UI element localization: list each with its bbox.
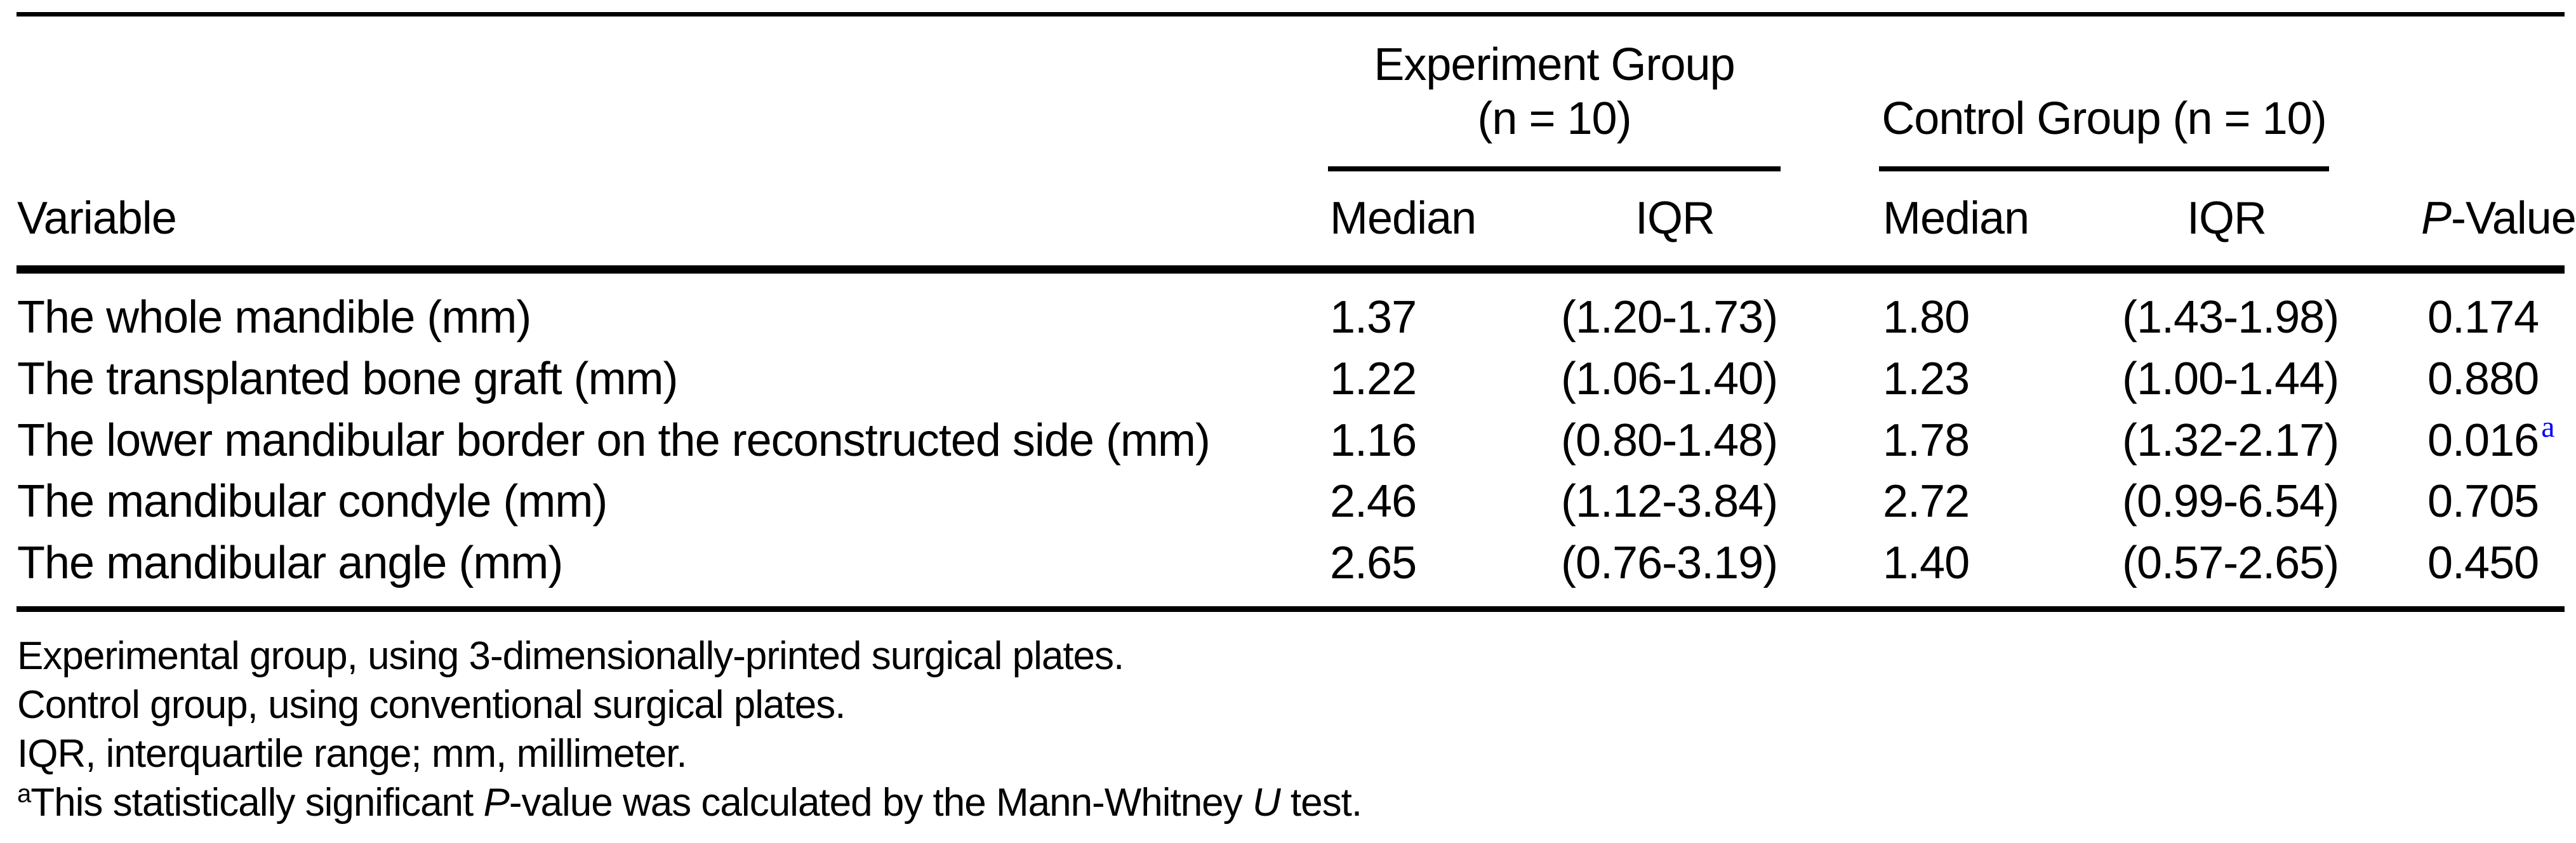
experiment-median-column-header: Median (1330, 193, 1477, 244)
control-median-column-header: Median (1883, 193, 2029, 244)
variable-column-header: Variable (17, 193, 177, 244)
experiment-median-value: 1.16 (1330, 415, 1417, 466)
control-median-value: 2.72 (1883, 476, 1970, 527)
control-group-name: Control Group (n = 10) (1882, 93, 2327, 144)
control-group-header: Control Group (n = 10) (1879, 92, 2329, 146)
footnote-experimental-group: Experimental group, using 3-dimensionall… (17, 634, 1124, 678)
footnotes: Experimental group, using 3-dimensionall… (17, 632, 1362, 827)
row-variable-label: The mandibular condyle (mm) (17, 476, 607, 527)
footnote-italic-u: U (1252, 781, 1281, 825)
p-value-cell: 0.880 (2427, 356, 2541, 402)
table-row: The lower mandibular border on the recon… (17, 412, 2565, 466)
experiment-group-n: (n = 10) (1477, 93, 1631, 144)
column-header-row: Variable Median IQR Median IQR P-Value (17, 193, 2576, 244)
experiment-iqr-value: (1.06-1.40) (1561, 354, 1778, 404)
control-median-value: 1.80 (1883, 292, 1970, 343)
table-row: The transplanted bone graft (mm) 1.22 (1… (17, 356, 2565, 402)
table-bottom-rule (17, 606, 2565, 612)
p-value: 0.880 (2427, 354, 2539, 404)
footnote-significance-text-1: This statistically significant (30, 781, 484, 825)
table-row: The mandibular angle (mm) 2.65 (0.76-3.1… (17, 540, 2565, 586)
table-top-rule (17, 12, 2565, 17)
significance-superscript: a (2541, 410, 2555, 444)
experiment-median-value: 2.46 (1330, 476, 1417, 527)
footnote-abbreviations: IQR, interquartile range; mm, millimeter… (17, 732, 687, 776)
p-value-column-header: P-Value (2421, 196, 2576, 241)
experiment-median-value: 1.37 (1330, 292, 1417, 343)
header-separator-rule (17, 265, 2565, 274)
row-variable-label: The mandibular angle (mm) (17, 538, 563, 588)
p-value-cell: 0.174 (2427, 295, 2541, 340)
control-iqr-value: (1.00-1.44) (2122, 354, 2339, 404)
experiment-group-spanner-rule (1328, 166, 1781, 171)
experiment-iqr-column-header: IQR (1635, 193, 1715, 244)
experiment-median-value: 2.65 (1330, 538, 1417, 588)
control-iqr-value: (1.43-1.98) (2122, 292, 2339, 343)
p-value: 0.174 (2427, 292, 2539, 343)
control-group-spanner-rule (1879, 166, 2329, 171)
experiment-median-value: 1.22 (1330, 354, 1417, 404)
experiment-iqr-value: (0.76-3.19) (1561, 538, 1778, 588)
p-value-header-rest: -Value (2451, 193, 2576, 244)
control-iqr-column-header: IQR (2187, 193, 2267, 244)
footnote-italic-p: P (483, 781, 510, 825)
control-iqr-value: (0.99-6.54) (2122, 476, 2339, 527)
experiment-iqr-value: (1.20-1.73) (1561, 292, 1778, 343)
control-median-value: 1.78 (1883, 415, 1970, 466)
p-value-cell: 0.705 (2427, 479, 2541, 524)
p-value-header-italic-p: P (2421, 193, 2452, 244)
p-value: 0.705 (2427, 476, 2539, 527)
footnote-significance-text-3: test. (1280, 781, 1362, 825)
p-value-cell: 0.016a (2427, 412, 2555, 466)
footnote-significance-text-2: -value was calculated by the Mann-Whitne… (508, 781, 1252, 825)
p-value: 0.016 (2427, 415, 2539, 466)
experiment-group-name: Experiment Group (1374, 39, 1735, 90)
experiment-iqr-value: (1.12-3.84) (1561, 476, 1778, 527)
footnote-control-group: Control group, using conventional surgic… (17, 683, 846, 727)
table-row: The mandibular condyle (mm) 2.46 (1.12-3… (17, 479, 2565, 524)
p-value-cell: 0.450 (2427, 540, 2541, 586)
footnote-a-marker: a (17, 780, 31, 808)
control-median-value: 1.40 (1883, 538, 1970, 588)
experiment-iqr-value: (0.80-1.48) (1561, 415, 1778, 466)
footnote-significance: aThis statistically significant P-value … (17, 778, 1362, 827)
table-row: The whole mandible (mm) 1.37 (1.20-1.73)… (17, 295, 2565, 340)
control-median-value: 1.23 (1883, 354, 1970, 404)
control-iqr-value: (0.57-2.65) (2122, 538, 2339, 588)
row-variable-label: The whole mandible (mm) (17, 292, 531, 343)
experiment-group-header: Experiment Group (n = 10) (1328, 38, 1781, 146)
row-variable-label: The lower mandibular border on the recon… (17, 415, 1211, 466)
row-variable-label: The transplanted bone graft (mm) (17, 354, 679, 404)
p-value: 0.450 (2427, 538, 2539, 588)
control-iqr-value: (1.32-2.17) (2122, 415, 2339, 466)
